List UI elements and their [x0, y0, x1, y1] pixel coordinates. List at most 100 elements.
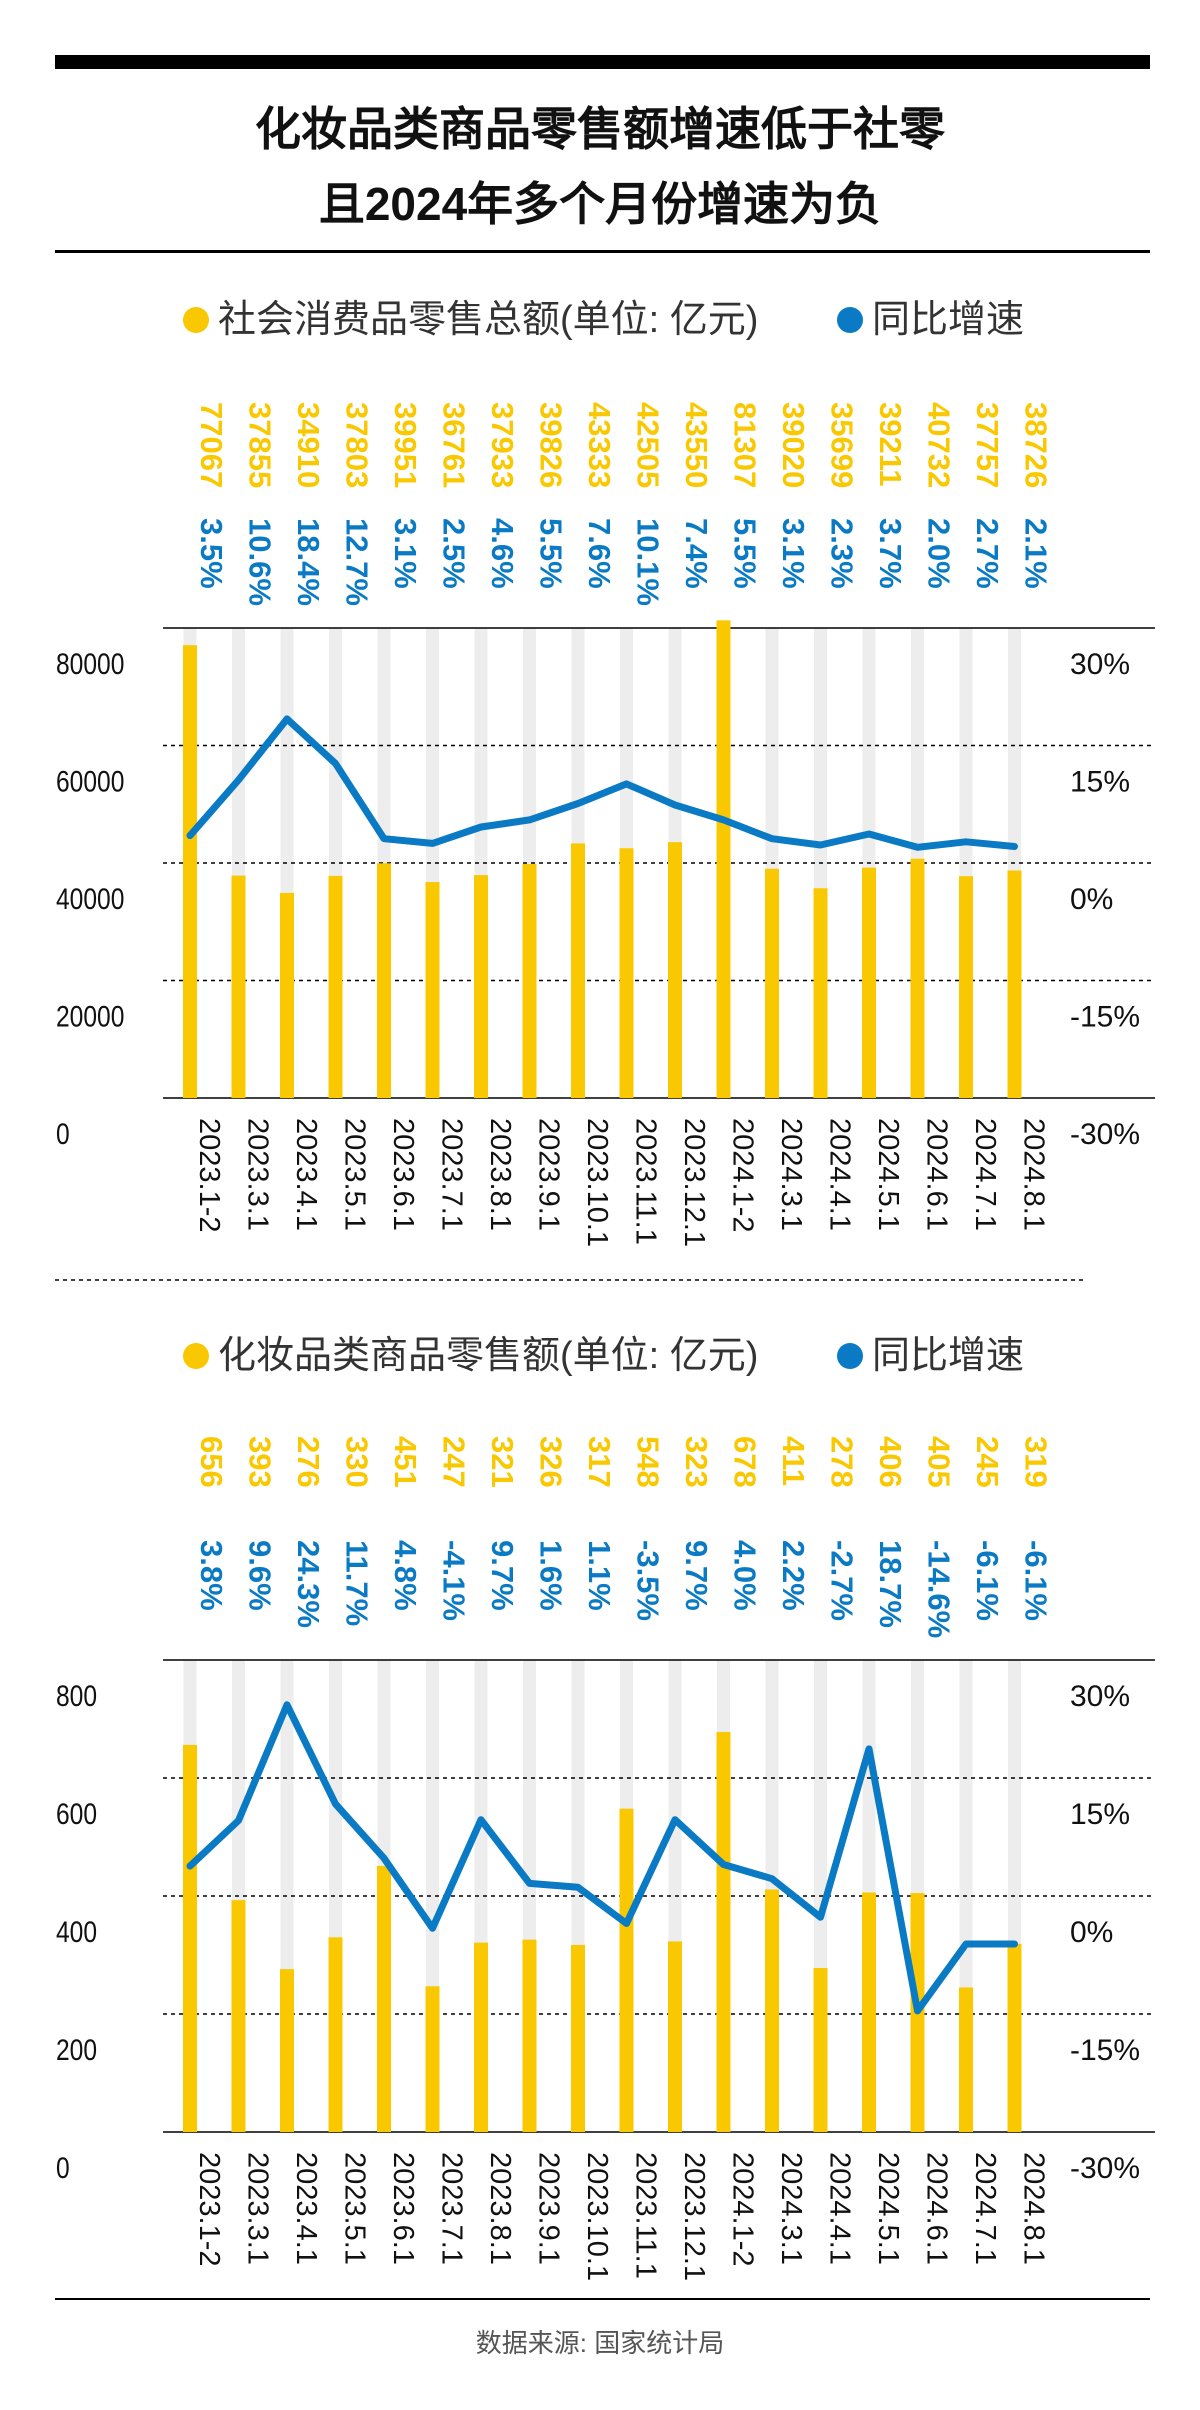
legend-label: 同比增速: [872, 299, 1024, 341]
left-axis-tick-label: 20000: [56, 999, 124, 1033]
left-axis-tick-label: 600: [56, 1797, 97, 1831]
legend-marker: [837, 1343, 863, 1369]
rate-label: 5.5%: [534, 518, 569, 589]
bar: [1007, 870, 1022, 1098]
bar: [183, 645, 197, 1098]
bar: [862, 1892, 876, 2132]
left-axis-tick-label: 200: [56, 2033, 97, 2067]
value-label: 42505: [631, 402, 666, 488]
rate-label: 5.5%: [728, 518, 763, 589]
value-label: 43550: [679, 402, 714, 488]
value-label: 39826: [534, 402, 569, 488]
right-axis-ticks: -30% -15% 0% 15% 30%: [1070, 648, 1140, 1151]
bar: [377, 1865, 391, 2132]
right-axis-tick-label: 0%: [1070, 883, 1113, 916]
rate-label: 3.5%: [194, 518, 229, 589]
legend-marker: [183, 1343, 209, 1369]
right-axis-tick-label: -30%: [1070, 1118, 1140, 1151]
x-axis-label: 2023.9.1: [533, 2152, 565, 2265]
right-axis-tick-label: 15%: [1070, 1798, 1130, 1831]
x-axis-label: 2023.4.1: [290, 1118, 322, 1231]
bars: [183, 620, 1022, 1098]
legend-label: 同比增速: [872, 1335, 1024, 1377]
title-line-1: 化妆品类商品零售额增速低于社零: [255, 103, 946, 155]
gridlines: [163, 1659, 1155, 2133]
legend-label: 化妆品类商品零售额(单位: 亿元): [218, 1335, 758, 1377]
value-labels: 77067 37855 34910 37803 39951 36761 37933 39826…: [194, 402, 1054, 488]
x-axis-label: 2023.5.1: [339, 1118, 371, 1231]
rate-label: 2.2%: [776, 1540, 811, 1611]
bars: [183, 1731, 1022, 2132]
right-axis-tick-label: 0%: [1070, 1916, 1113, 1949]
x-axis-label: 2023.3.1: [242, 2152, 274, 2265]
value-label: 319: [1019, 1436, 1054, 1488]
value-label: 39951: [388, 402, 423, 488]
bar: [377, 863, 391, 1098]
value-label: 39211: [873, 402, 908, 487]
rate-label: 4.8%: [388, 1540, 423, 1611]
value-label: 37803: [340, 402, 375, 488]
bar: [813, 888, 828, 1098]
right-axis-ticks: -30% -15% 0% 15% 30%: [1070, 1680, 1140, 2185]
x-axis-label: 2024.4.1: [824, 1118, 856, 1231]
rate-label: 3.8%: [194, 1540, 229, 1611]
bar: [668, 1941, 682, 2132]
bar: [959, 1987, 973, 2132]
bar: [571, 843, 585, 1098]
value-label: 323: [679, 1436, 714, 1488]
rate-label: -14.6%: [922, 1540, 957, 1638]
title-line-2: 且2024年多个月份增速为负: [319, 178, 881, 230]
gridlines: [163, 627, 1155, 1099]
left-axis-tick-label: 60000: [56, 764, 124, 798]
bar: [619, 1808, 634, 2132]
bar: [522, 864, 537, 1098]
rate-label: 12.7%: [340, 518, 375, 606]
x-axis-label: 2024.3.1: [775, 2152, 807, 2265]
value-label: 330: [340, 1436, 375, 1488]
bar: [619, 848, 634, 1098]
chart-2: 化妆品类商品零售额(单位: 亿元) 同比增速 0 200 400 600 800 -30% -1…: [56, 1335, 1155, 2281]
title-bottom-rule: [55, 250, 1150, 253]
x-axis-label: 2023.7.1: [436, 1118, 468, 1231]
x-axis-label: 2023.10.1: [581, 1118, 613, 1247]
bar: [765, 868, 779, 1098]
bar: [522, 1939, 537, 2132]
x-axis-label: 2023.9.1: [533, 1118, 565, 1231]
rate-label: 1.6%: [534, 1540, 569, 1611]
value-label: 39020: [776, 402, 811, 488]
x-axis-label: 2023.10.1: [581, 2152, 613, 2281]
rate-label: 11.7%: [340, 1540, 375, 1626]
right-axis-tick-label: -15%: [1070, 2034, 1140, 2067]
value-label: 35699: [825, 402, 860, 488]
value-label: 393: [243, 1436, 278, 1488]
rate-label: 7.4%: [679, 518, 714, 589]
value-labels: 656 393 276 330 451 247 321 326 317 548 323 678 411 2…: [194, 1436, 1054, 1488]
value-label: 77067: [194, 402, 229, 488]
rate-label: 4.6%: [485, 518, 520, 589]
chart-legend: 社会消费品零售总额(单位: 亿元) 同比增速: [183, 299, 1024, 341]
rate-label: 1.1%: [582, 1540, 617, 1611]
rate-label: 2.0%: [922, 518, 957, 589]
rate-label: 2.3%: [825, 518, 860, 589]
bar: [716, 1731, 731, 2132]
source-note: 数据来源: 国家统计局: [476, 2328, 724, 2358]
left-axis-ticks: 0 200 400 600 800: [56, 1679, 97, 2185]
value-label: 548: [631, 1436, 666, 1488]
rate-label: 2.5%: [437, 518, 472, 589]
value-label: 81307: [728, 402, 763, 488]
x-axis-labels: 2023.1-2 2023.3.1 2023.4.1 2023.5.1 2023.6.1…: [193, 2152, 1050, 2281]
bar: [183, 1744, 197, 2132]
x-axis-label: 2024.3.1: [775, 1118, 807, 1231]
value-label: 37933: [485, 402, 520, 488]
value-label: 405: [922, 1436, 957, 1488]
rate-label: 9.7%: [679, 1540, 714, 1611]
bar: [231, 875, 246, 1098]
value-label: 317: [582, 1436, 617, 1488]
bar: [571, 1944, 585, 2132]
x-axis-label: 2024.4.1: [824, 2152, 856, 2265]
bar: [1007, 1943, 1022, 2132]
bar: [716, 620, 731, 1098]
value-label: 451: [388, 1436, 423, 1488]
rate-label: 10.1%: [631, 518, 666, 606]
rate-labels: 3.5% 10.6% 18.4% 12.7% 3.1% 2.5% 4.6% 5.5% 7.6% 1…: [194, 518, 1054, 606]
